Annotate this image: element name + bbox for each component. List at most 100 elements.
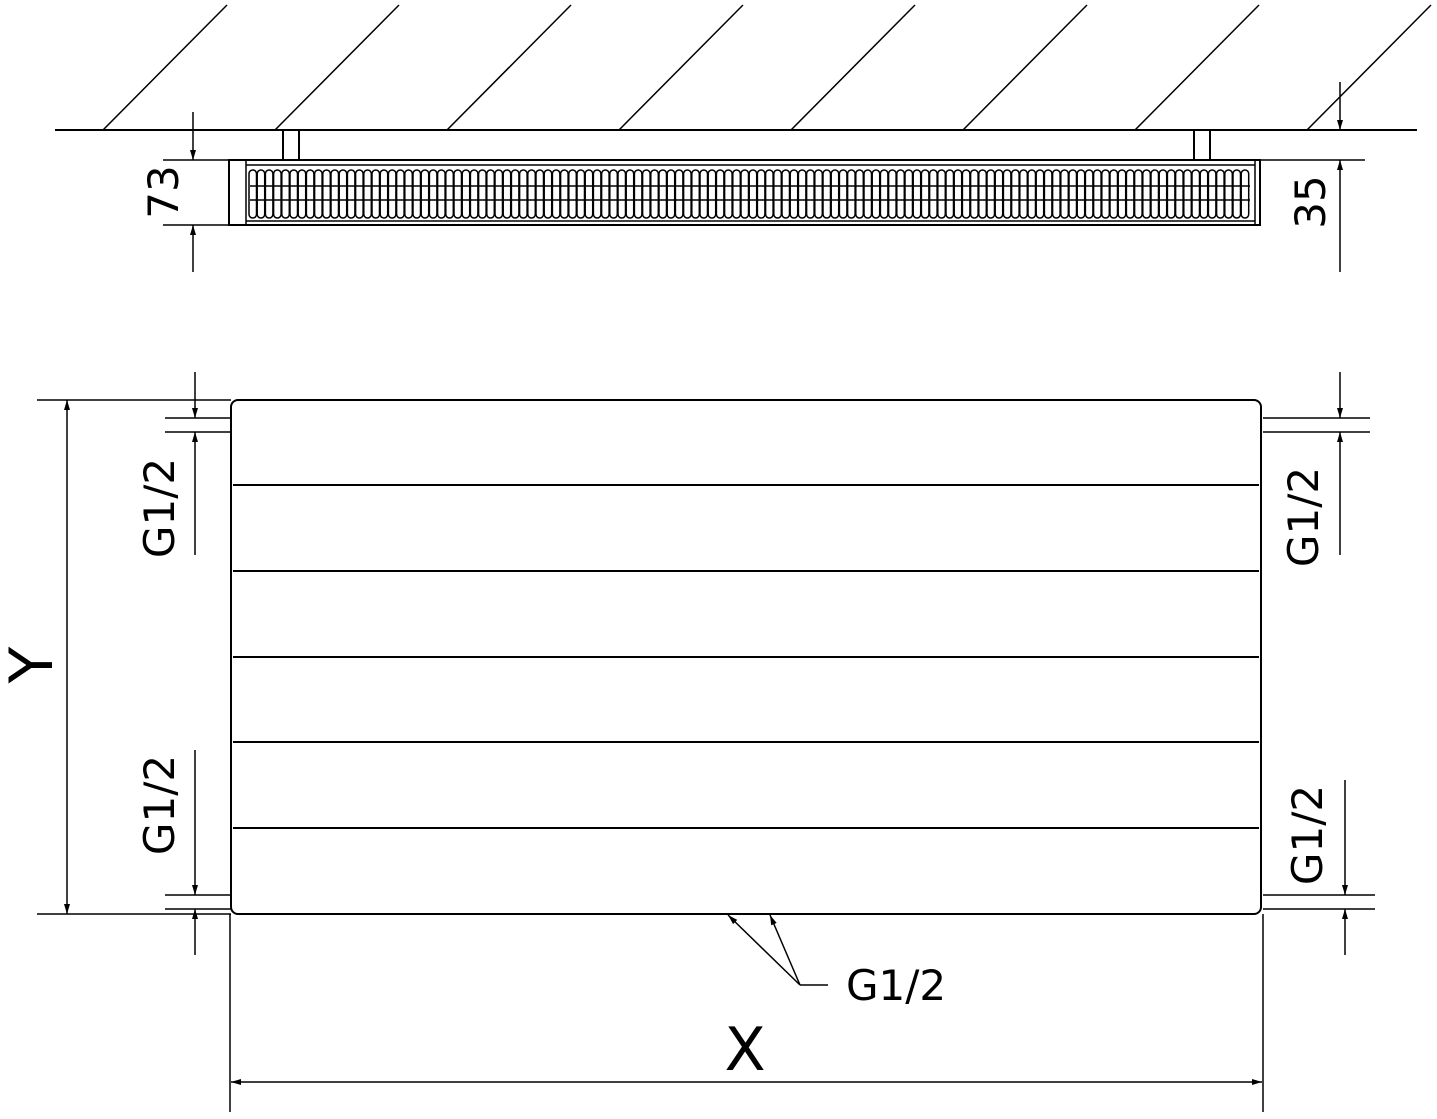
convector-fin: [387, 169, 397, 219]
wall-hatch-line: [790, 4, 916, 131]
convector-fin: [1043, 169, 1053, 219]
convector-fin: [994, 169, 1004, 219]
convector-fin: [428, 169, 438, 219]
convector-fin: [1125, 169, 1135, 219]
convector-fin: [846, 169, 856, 219]
convector-fin: [1117, 169, 1127, 219]
depth-dimension: 73: [139, 112, 229, 272]
convector-fin: [633, 169, 643, 219]
convector-fin: [543, 169, 553, 219]
convector-fin: [1133, 169, 1143, 219]
convector-fin: [1027, 169, 1037, 219]
convector-fin: [248, 169, 258, 219]
wall-brackets: [282, 130, 1211, 160]
convector-fin: [568, 169, 578, 219]
convector-fin: [658, 169, 668, 219]
right-bottom-connection-dimension: G1/2: [1263, 780, 1375, 955]
convector-fin: [313, 169, 323, 219]
radiator-top-view: [228, 159, 1261, 226]
convector-fin: [1150, 169, 1160, 219]
convector-fin: [527, 169, 537, 219]
convector-fin: [1215, 169, 1225, 219]
wall-hatch-line: [618, 4, 744, 131]
convector-fin: [592, 169, 602, 219]
convector-fin: [617, 169, 627, 219]
bottom-connection-leader: G1/2: [727, 914, 946, 1010]
right-top-connection-label: G1/2: [1279, 467, 1328, 567]
convector-fin: [855, 169, 865, 219]
wall-hatch-line: [274, 4, 400, 131]
wall-hatch-line: [102, 4, 228, 131]
convector-fin: [1101, 169, 1111, 219]
convector-fin: [1183, 169, 1193, 219]
right-top-connection-dimension: G1/2: [1263, 372, 1370, 567]
convector-fin: [773, 169, 783, 219]
convector-fin: [682, 169, 692, 219]
wall-distance-label: 35: [1286, 175, 1335, 228]
left-bottom-connection-dimension: G1/2: [135, 750, 231, 955]
convector-fin: [814, 169, 824, 219]
depth-label: 73: [139, 165, 188, 218]
convector-fin: [805, 169, 815, 219]
convector-fin: [666, 169, 676, 219]
convector-fin: [650, 169, 660, 219]
convector-fin: [289, 169, 299, 219]
convector-fin: [896, 169, 906, 219]
convector-fin: [928, 169, 938, 219]
convector-fin: [1010, 169, 1020, 219]
convector-fin: [715, 169, 725, 219]
left-top-connection-dimension: G1/2: [135, 372, 231, 558]
convector-fin: [330, 169, 340, 219]
convector-fin: [756, 169, 766, 219]
convector-fin: [1068, 169, 1078, 219]
convector-fin: [371, 169, 381, 219]
convector-fin: [904, 169, 914, 219]
convector-fin: [1142, 169, 1152, 219]
convector-fin: [1084, 169, 1094, 219]
convector-fin: [322, 169, 332, 219]
width-dimension: X: [229, 914, 1264, 1112]
convector-fin: [379, 169, 389, 219]
convector-fin: [1076, 169, 1086, 219]
left-bottom-connection-label: G1/2: [135, 755, 184, 855]
convector-fin: [535, 169, 545, 219]
convector-fin: [961, 169, 971, 219]
convector-fin: [305, 169, 315, 219]
convector-fin: [945, 169, 955, 219]
bottom-connection-label: G1/2: [846, 961, 946, 1010]
convector-fin: [625, 169, 635, 219]
wall-hatch-line: [1306, 4, 1432, 131]
convector-fin: [445, 169, 455, 219]
convector-fin: [674, 169, 684, 219]
convector-fin: [797, 169, 807, 219]
convector-fin: [453, 169, 463, 219]
convector-fin: [1232, 169, 1242, 219]
right-bottom-connection-label: G1/2: [1283, 785, 1332, 885]
convector-fin: [1109, 169, 1119, 219]
convector-fin: [264, 169, 274, 219]
convector-fin: [986, 169, 996, 219]
convector-fin: [576, 169, 586, 219]
convector-fin: [789, 169, 799, 219]
convector-fin: [395, 169, 405, 219]
convector-fin: [297, 169, 307, 219]
left-top-connection-label: G1/2: [135, 458, 184, 558]
convector-fin: [600, 169, 610, 219]
convector-fin: [1174, 169, 1184, 219]
convector-fin: [420, 169, 430, 219]
convector-fin: [256, 169, 266, 219]
convector-fin: [469, 169, 479, 219]
wall-hatch-line: [446, 4, 572, 131]
convector-fin: [477, 169, 487, 219]
convector-fin: [559, 169, 569, 219]
convector-fin: [707, 169, 717, 219]
convector-fin: [838, 169, 848, 219]
convector-fin: [699, 169, 709, 219]
convector-fin: [494, 169, 504, 219]
convector-fin: [551, 169, 561, 219]
convector-fin: [1035, 169, 1045, 219]
convector-fin: [1166, 169, 1176, 219]
convector-fin: [1199, 169, 1209, 219]
convector-fin: [1207, 169, 1217, 219]
